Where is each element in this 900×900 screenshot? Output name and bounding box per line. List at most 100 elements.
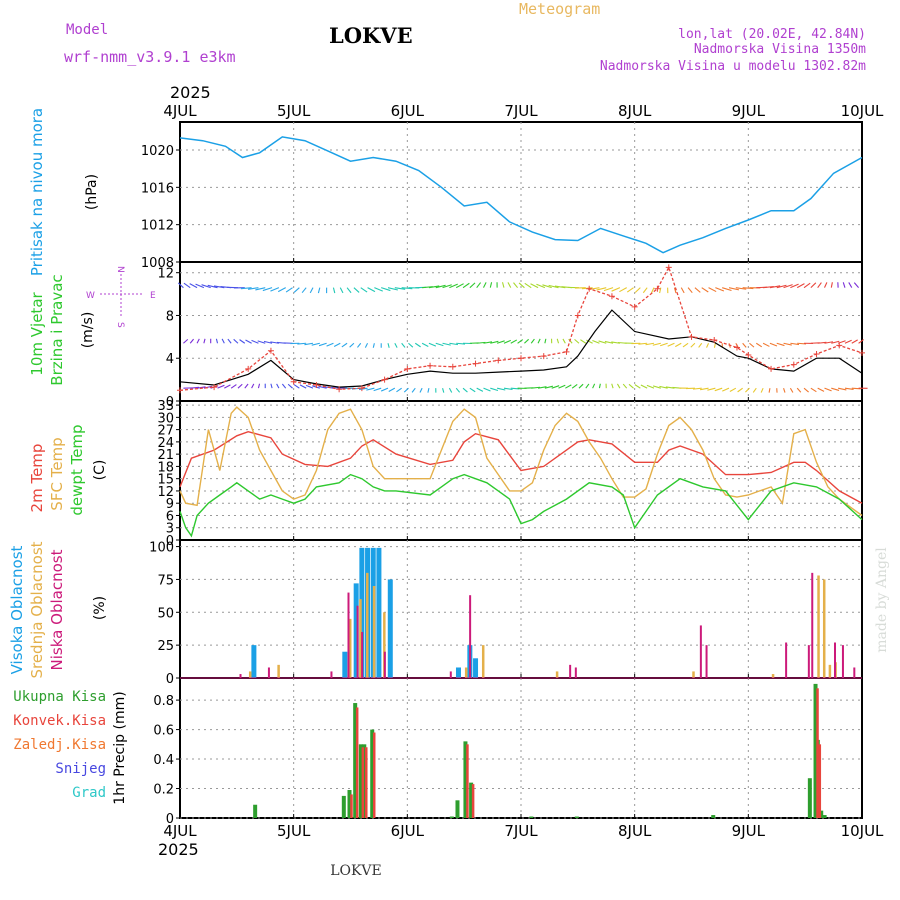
pressure-line bbox=[179, 136, 863, 254]
wind-arrow bbox=[251, 383, 255, 389]
wind-arrow bbox=[297, 342, 307, 345]
wind-arrow bbox=[346, 287, 352, 294]
wind-arrow bbox=[364, 343, 369, 348]
wind-gust-marker bbox=[768, 365, 775, 372]
wind-arrow bbox=[580, 339, 587, 344]
wind-arrow bbox=[476, 282, 482, 288]
wind-arrow bbox=[745, 387, 750, 393]
cloud-bar bbox=[853, 667, 856, 678]
wind-arrow bbox=[435, 284, 446, 289]
temp2m-label: 2m Temp bbox=[28, 444, 46, 513]
wind-arrow bbox=[853, 282, 860, 289]
wind-arrow bbox=[270, 383, 273, 389]
cloud-bar bbox=[481, 645, 485, 678]
y-tick-label: 6 bbox=[166, 509, 174, 524]
wind-gust-marker bbox=[688, 333, 695, 340]
wind-arrow bbox=[831, 340, 840, 344]
y-tick-label: 30 bbox=[157, 411, 174, 426]
cloud-ylabel: (%) bbox=[92, 596, 108, 620]
wind-arrow bbox=[428, 285, 440, 289]
wind-arrow bbox=[700, 387, 709, 391]
wind-arrow bbox=[810, 387, 817, 393]
wind-arrow bbox=[374, 287, 383, 292]
wind-arrow bbox=[611, 383, 614, 389]
wind-arrow bbox=[638, 342, 648, 345]
cloud-bar bbox=[330, 671, 333, 678]
wind-arrow bbox=[326, 342, 334, 347]
wind-gust-marker bbox=[290, 378, 297, 385]
precip-bar bbox=[362, 744, 367, 818]
x-tick-label-top: 5JUL bbox=[277, 102, 311, 120]
compass-west: W bbox=[86, 291, 95, 301]
wind-arrow bbox=[789, 387, 794, 393]
cloud-bar bbox=[383, 651, 386, 678]
x-tick-label-top: 9JUL bbox=[732, 102, 766, 120]
wind-arrow bbox=[797, 342, 807, 345]
location-title: LOKVE bbox=[329, 23, 413, 48]
wind-arrow bbox=[401, 342, 406, 348]
sfc-temp-label: SFC Temp bbox=[48, 437, 66, 510]
wind-arrow bbox=[435, 342, 444, 347]
wind-arrow bbox=[482, 282, 487, 288]
wind-arrow bbox=[255, 287, 266, 291]
x-tick-label-top: 4JUL bbox=[163, 102, 197, 120]
precip-bar bbox=[466, 744, 469, 818]
wind-arrow bbox=[469, 387, 476, 393]
compass-east: E bbox=[150, 291, 156, 301]
wind-arrow bbox=[257, 340, 266, 344]
wind-arrow bbox=[650, 287, 655, 294]
credit-label: made by Angel bbox=[874, 547, 890, 653]
wind-arrow bbox=[183, 338, 189, 344]
cloud-mid-label: Srednja Oblacnost bbox=[28, 541, 46, 678]
wind-gust-marker bbox=[631, 303, 638, 310]
wind-arrow bbox=[411, 387, 416, 393]
wind-gust-marker bbox=[245, 365, 252, 372]
wind-arrow bbox=[183, 282, 191, 289]
x-tick-label-top: 6JUL bbox=[391, 102, 425, 120]
y-tick-label: 0.2 bbox=[153, 783, 174, 798]
wind-arrow bbox=[810, 282, 817, 289]
wind-gust-marker bbox=[358, 385, 365, 392]
wind-ylabel: (m/s) bbox=[80, 312, 96, 349]
wind-arrow bbox=[714, 387, 723, 392]
wind-gust-marker bbox=[586, 285, 593, 292]
wind-arrow bbox=[715, 287, 725, 292]
wind-arrow bbox=[394, 287, 406, 290]
precip-legend-3: Snijeg bbox=[55, 761, 106, 777]
wind-arrow bbox=[824, 341, 834, 344]
wind-arrow bbox=[367, 287, 376, 293]
precip-ylabel: 1hr Precip (mm) bbox=[112, 691, 128, 804]
cloud-bar bbox=[833, 642, 836, 678]
precip-bar bbox=[350, 794, 353, 818]
wind-arrow bbox=[387, 287, 398, 291]
wind-arrow bbox=[215, 338, 219, 344]
wind-arrow bbox=[213, 285, 225, 289]
wind-arrow bbox=[667, 342, 675, 347]
wind-arrow bbox=[619, 287, 627, 293]
wind-arrow bbox=[742, 342, 747, 348]
y-tick-label: 0 bbox=[166, 672, 174, 687]
wind-arrow bbox=[287, 383, 293, 389]
wind-arrow bbox=[217, 384, 225, 389]
precip-bar bbox=[370, 729, 375, 818]
wind-arrow bbox=[177, 282, 184, 289]
precip-bar bbox=[471, 784, 475, 818]
wind-arrow bbox=[299, 384, 307, 389]
wind-arrow bbox=[544, 338, 547, 344]
wind-arrow bbox=[455, 387, 461, 393]
wind-arrow bbox=[659, 342, 668, 347]
wind-arrow bbox=[680, 287, 685, 294]
wind-arrow bbox=[687, 287, 693, 294]
y-tick-label: 0.4 bbox=[153, 753, 174, 768]
wind-arrow bbox=[503, 339, 511, 344]
cloud-bar bbox=[828, 664, 832, 678]
wind-arrow bbox=[524, 282, 532, 289]
wind-arrow bbox=[776, 342, 785, 347]
wind-gust-marker bbox=[836, 342, 843, 349]
pressure-title: Pritisak na nivou mora bbox=[28, 108, 46, 276]
temp2m-line bbox=[179, 430, 863, 504]
cloud-bar bbox=[807, 645, 810, 678]
wind-arrow bbox=[652, 342, 661, 346]
wind-arrow bbox=[616, 383, 621, 389]
